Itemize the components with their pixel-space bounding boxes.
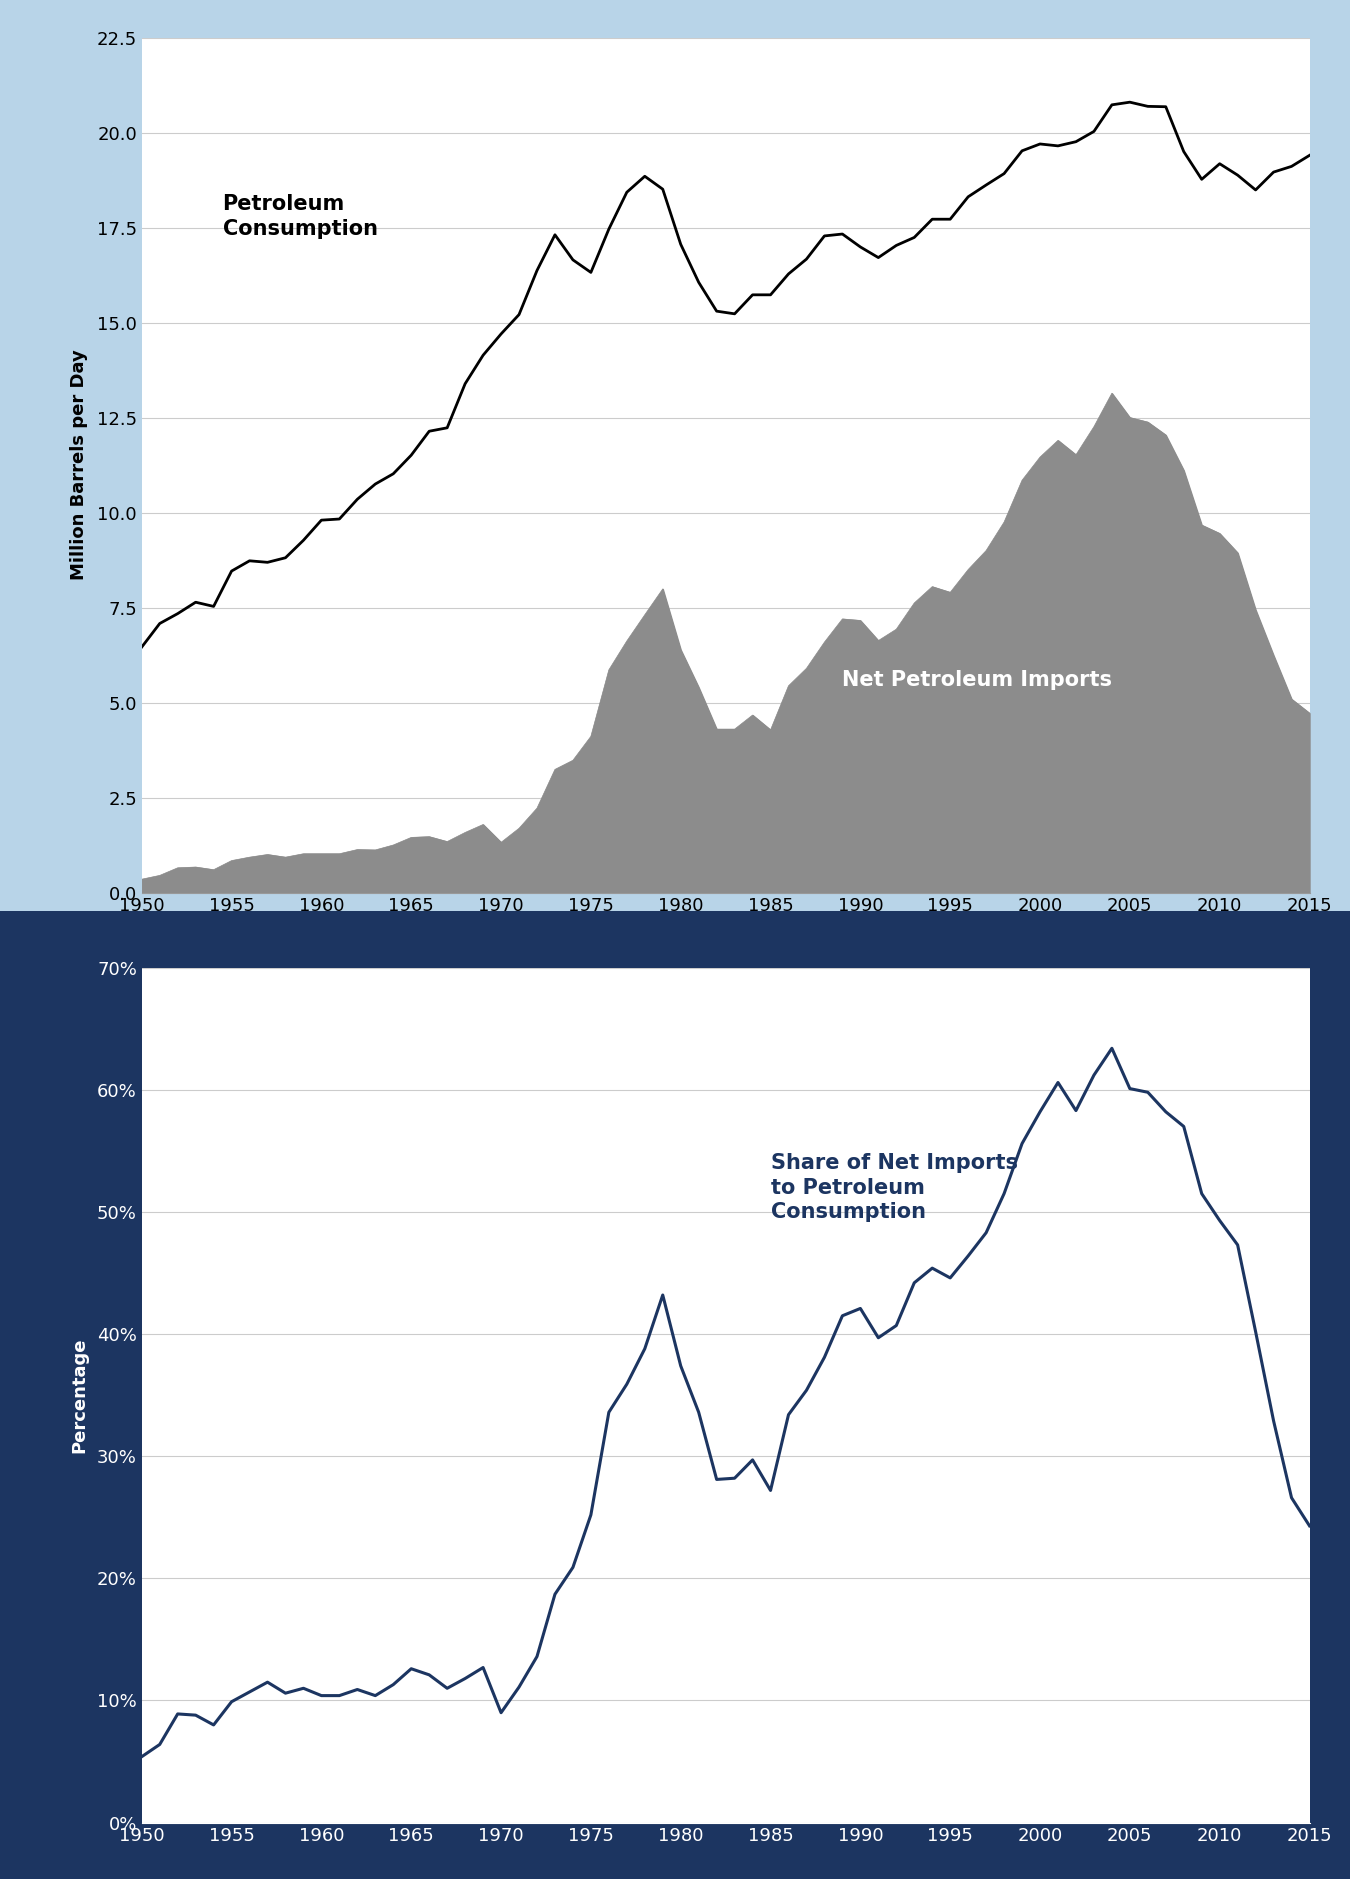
Y-axis label: Percentage: Percentage [70, 1338, 89, 1452]
Text: Net Petroleum Imports: Net Petroleum Imports [842, 669, 1112, 690]
Y-axis label: Million Barrels per Day: Million Barrels per Day [70, 349, 88, 581]
Text: Share of Net Imports
to Petroleum
Consumption: Share of Net Imports to Petroleum Consum… [771, 1152, 1018, 1223]
Text: Petroleum
Consumption: Petroleum Consumption [223, 194, 378, 239]
